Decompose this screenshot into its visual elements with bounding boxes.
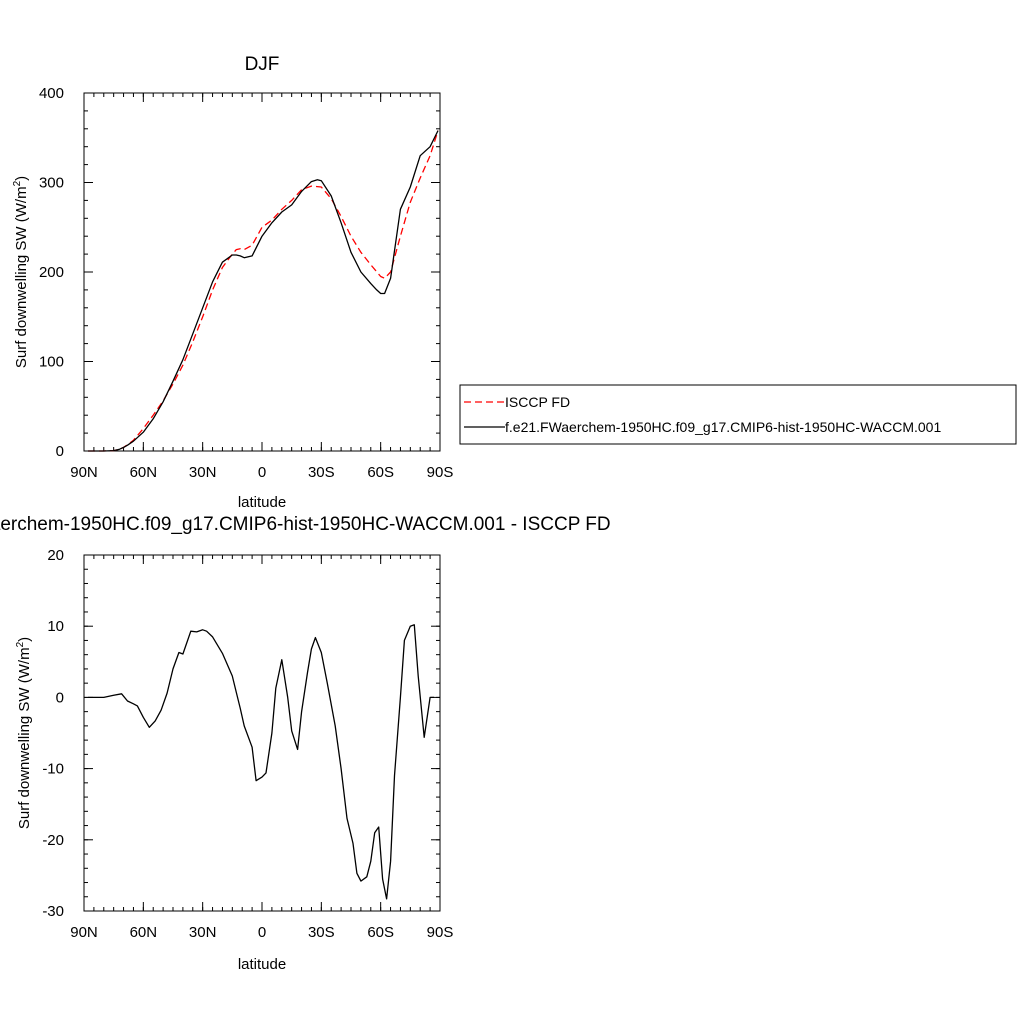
top-x-tick-label: 60N: [130, 464, 158, 481]
bottom-y-tick-label: 0: [56, 689, 64, 706]
bottom-x-tick-label: 90N: [70, 924, 98, 941]
top-y-axis-label: Surf downwelling SW (W/m2): [12, 176, 30, 368]
top-y-label-main: Surf downwelling SW (W/m: [13, 186, 30, 368]
top-y-tick-label: 0: [56, 443, 64, 460]
bottom-series: [88, 624, 435, 900]
bottom-y-tick-label: 20: [47, 547, 64, 564]
top-x-tick-label: 90N: [70, 464, 98, 481]
bottom-y-tick-label: 10: [47, 618, 64, 635]
bottom-panel: f.e21.FWaerchem-1950HC.f09_g17.CMIP6-his…: [0, 514, 611, 973]
bottom-plot-frame: [83, 554, 441, 912]
top-panel: DJF 90N 60N 30N 0 30S 60S 90S 0 100 200 300 400 lat…: [12, 54, 453, 511]
top-x-tick-label: 30S: [308, 464, 335, 481]
top-series: [88, 130, 439, 452]
top-x-tick-label: 90S: [427, 464, 454, 481]
top-ticks: 90N 60N 30N 0 30S 60S 90S 0 100 200 300 400: [39, 85, 453, 481]
bottom-y-tick-label: -10: [42, 761, 64, 778]
top-x-axis-label: latitude: [238, 494, 286, 511]
legend-box: [459, 384, 1017, 445]
top-x-tick-label: 0: [258, 464, 266, 481]
top-x-tick-label: 30N: [189, 464, 217, 481]
bottom-y-label-main: Surf downwelling SW (W/m: [16, 647, 33, 829]
bottom-x-tick-label: 30S: [308, 924, 335, 941]
top-y-tick-label: 300: [39, 175, 64, 192]
bottom-ticks: 90N 60N 30N 0 30S 60S 90S -30 -20 -10 0 10 20: [42, 547, 453, 941]
bottom-y-label-sup: 2: [15, 641, 26, 647]
bottom-x-tick-label: 30N: [189, 924, 217, 941]
legend-label-model: f.e21.FWaerchem-1950HC.f09_g17.CMIP6-his…: [505, 419, 941, 435]
top-plot-frame: [83, 92, 441, 452]
bottom-y-label-end: ): [16, 637, 33, 642]
bottom-chart-title: f.e21.FWaerchem-1950HC.f09_g17.CMIP6-his…: [0, 514, 611, 535]
bottom-x-axis-label: latitude: [238, 956, 286, 973]
bottom-x-tick-label: 90S: [427, 924, 454, 941]
top-chart-title: DJF: [245, 54, 280, 75]
top-series-line-0: [88, 130, 439, 452]
bottom-series-line-0: [88, 624, 435, 900]
top-x-tick-label: 60S: [367, 464, 394, 481]
bottom-y-axis-label: Surf downwelling SW (W/m2): [15, 637, 33, 829]
top-y-tick-label: 100: [39, 354, 64, 371]
legend-label-isccp: ISCCP FD: [505, 394, 570, 410]
bottom-y-tick-label: -30: [42, 903, 64, 920]
top-series-line-1: [88, 130, 439, 452]
legend: ISCCP FD f.e21.FWaerchem-1950HC.f09_g17.…: [459, 384, 1017, 445]
bottom-x-tick-label: 60S: [367, 924, 394, 941]
bottom-x-tick-label: 60N: [130, 924, 158, 941]
top-y-tick-label: 400: [39, 85, 64, 102]
top-y-label-end: ): [13, 176, 30, 181]
bottom-x-tick-label: 0: [258, 924, 266, 941]
top-y-tick-label: 200: [39, 264, 64, 281]
bottom-y-tick-label: -20: [42, 832, 64, 849]
top-y-label-sup: 2: [12, 180, 23, 186]
